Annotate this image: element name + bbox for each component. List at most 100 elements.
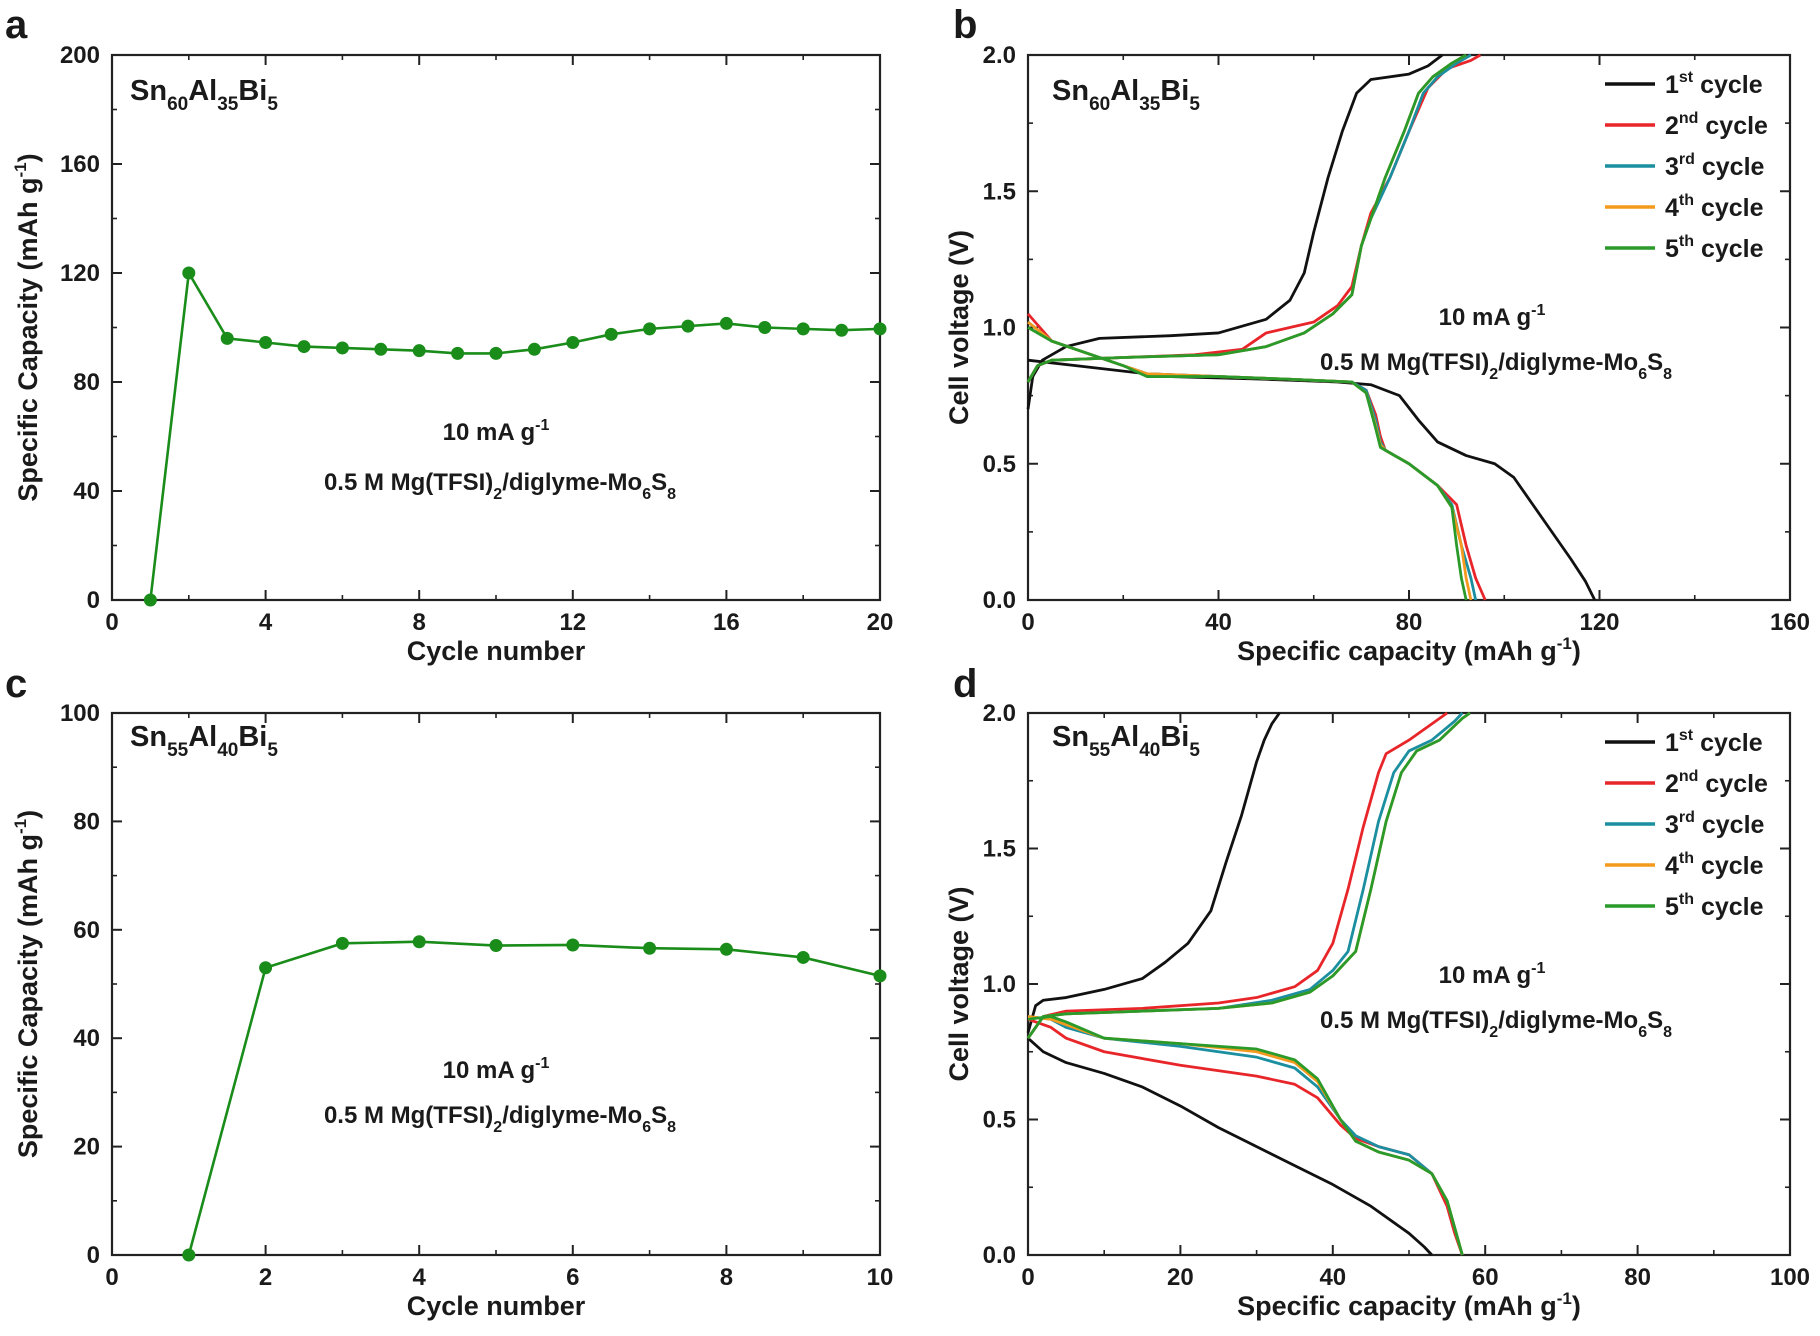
legend-sup: st [1679,69,1694,86]
cycle-3-charge-curve [1026,712,1464,1040]
x-tick-label: 0 [1021,609,1034,636]
x-axis-title-text: Specific capacity (mAh g [1237,1291,1557,1321]
sample-subscript: 40 [217,740,238,761]
legend-label: 1st cycle [1665,727,1763,757]
legend-label: 4th cycle [1665,850,1764,880]
x-axis-title-text: Cycle number [407,636,586,666]
y-axis-title-text: Cell voltage (V) [944,230,974,425]
series-line [187,940,881,1256]
data-point [719,942,733,956]
legend-text: cycle [1694,852,1764,880]
x-tick-label: 8 [720,1264,733,1291]
sample-element: Al [1110,721,1139,753]
electrolyte-sub: 6 [642,1119,651,1136]
electrolyte-sub: 2 [493,1119,502,1136]
legend-sup: th [1679,192,1694,209]
cycle-5-discharge-curve [1027,1015,1464,1256]
legend-num: 4 [1665,194,1679,222]
sample-element: Sn [1052,75,1089,107]
rate-text: 10 mA g [443,419,535,446]
cycle-5-charge-curve [1026,711,1471,1040]
legend-text: cycle [1693,729,1763,757]
y-tick-label: 2.0 [983,42,1016,69]
y-tick-label: 1.5 [983,836,1016,863]
legend-sup: st [1679,727,1694,744]
y-tick-label: 60 [73,917,100,944]
electrolyte-text: /diglyme-Mo [502,469,642,496]
electrolyte-text: /diglyme-Mo [1498,1007,1638,1034]
x-tick-label: 16 [713,609,740,636]
y-tick-label: 1.0 [983,971,1016,998]
data-point [259,961,273,975]
sample-element: Bi [1160,721,1189,753]
x-tick-label: 80 [1396,609,1423,636]
legend-sup: rd [1679,151,1695,168]
x-tick-label: 80 [1624,1264,1651,1291]
legend-sup: nd [1679,768,1699,785]
sample-label: Sn55Al40Bi5 [130,721,278,761]
data-point [143,593,157,607]
electrolyte-text: /diglyme-Mo [1498,349,1638,376]
data-point [489,939,503,953]
y-axis-title-text: Cell voltage (V) [944,886,974,1081]
x-axis-title-tail: ) [1572,1291,1581,1321]
sample-subscript: 60 [1089,94,1110,115]
panel-letter: c [5,662,27,706]
legend-text: cycle [1694,194,1764,222]
y-axis-title-sup: -1 [11,819,30,834]
data-point [412,344,426,358]
legend-label: 1st cycle [1665,69,1763,99]
y-tick-label: 40 [73,1025,100,1052]
x-axis-title-text: Specific capacity (mAh g [1237,636,1557,666]
legend-num: 3 [1665,811,1679,839]
data-point [297,340,311,354]
y-axis-title-tail: ) [13,153,43,162]
electrolyte-sub: 8 [1663,1024,1672,1041]
data-point [681,319,695,333]
legend-text: cycle [1694,893,1764,921]
data-point [527,342,541,356]
y-tick-label: 2.0 [983,700,1016,727]
y-axis-title: Cell voltage (V) [944,230,974,425]
legend-text: cycle [1695,153,1765,181]
legend-sup: rd [1679,809,1695,826]
sample-subscript: 35 [217,94,239,115]
electrolyte-sub: 6 [1638,1024,1647,1041]
y-tick-label: 0 [87,587,100,614]
electrolyte-sub: 8 [1663,366,1672,383]
panel-d: d 0 20 40 60 80 100 0.0 0.5 1.0 1.5 2.0 Specific cap… [944,662,1810,1321]
data-point [835,323,849,337]
legend-num: 4 [1665,852,1679,880]
data-point [412,935,426,949]
legend-label: 3rd cycle [1665,809,1765,839]
x-tick-label: 4 [259,609,273,636]
electrolyte-text: 0.5 M Mg(TFSI) [324,469,493,496]
rate-label: 10 mA g-1 [1439,960,1546,989]
sample-subscript: 40 [1139,740,1160,761]
x-axis-title-sup: -1 [1557,1289,1572,1308]
cycle-1-charge-curve [1026,712,1281,1034]
legend-label: 5th cycle [1665,233,1764,263]
legend-text: cycle [1693,71,1763,99]
cycle-4-discharge-curve [1027,1015,1464,1256]
rate-text: 10 mA g [443,1057,535,1084]
y-tick-label: 0.5 [983,451,1016,478]
y-tick-label: 160 [60,151,100,178]
data-point [220,331,234,345]
data-point [374,342,388,356]
y-tick-label: 0 [87,1242,100,1269]
panel-letter: b [953,3,977,47]
y-tick-label: 120 [60,260,100,287]
y-tick-label: 40 [73,478,100,505]
rate-label: 10 mA g-1 [443,1055,550,1084]
legend-text: cycle [1698,770,1768,798]
data-point [873,322,887,336]
sample-subscript: 5 [267,740,278,761]
y-tick-label: 80 [73,369,100,396]
sample-subscript: 60 [167,94,188,115]
sample-subscript: 35 [1139,94,1161,115]
y-axis-title-text: Specific Capacity (mAh g [13,178,43,502]
